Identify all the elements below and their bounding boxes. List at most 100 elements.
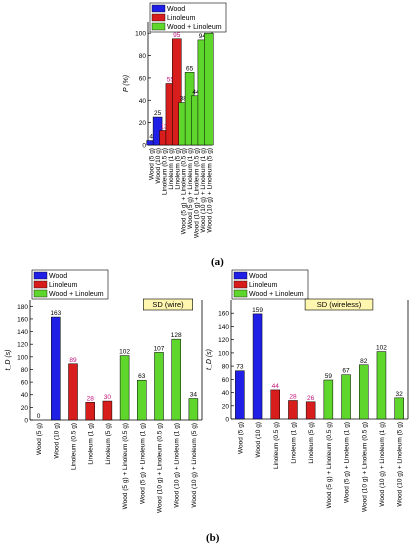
legend-entry: Wood xyxy=(167,6,185,13)
legend-swatch xyxy=(151,22,166,31)
data-label: 102 xyxy=(376,345,387,352)
legend: Wood Linoleum Wood + Linoleum xyxy=(149,2,227,33)
data-label: 13 xyxy=(160,123,168,130)
chart-tag: SD (wire) xyxy=(143,298,194,311)
x-tick-label: Wood (5 g) + Linoleum (1 g) xyxy=(139,423,146,504)
x-tick-label: Wood (10 g) + Linoleum (5 g) xyxy=(206,148,213,233)
x-tick-label: Wood (5 g) xyxy=(149,148,156,180)
y-tick-label: 120 xyxy=(17,342,28,349)
data-label: 25 xyxy=(154,110,162,117)
x-tick-label: Linoleum (1 g) xyxy=(168,148,175,190)
x-tick-label: Wood (10 g) xyxy=(53,423,60,459)
legend-swatch xyxy=(33,289,48,298)
y-axis-label: t_D (s) xyxy=(206,349,213,370)
legend: Wood Linoleum Wood + Linoleum xyxy=(231,269,309,300)
panel-label-b: (b) xyxy=(206,532,220,544)
x-tick-label: Wood (10 g) + Linoleum (0.5 g) xyxy=(194,148,201,238)
bar xyxy=(235,370,245,420)
y-tick-label: 100 xyxy=(17,354,28,361)
bar xyxy=(270,389,280,420)
x-tick-label: Wood (10 g) xyxy=(155,148,162,184)
x-tick-label: Wood (10 g) + Linoleum (0.5 g) xyxy=(361,422,368,512)
x-tick-label: Linoleum (5 g) xyxy=(174,148,181,190)
x-tick-label: Wood (5 g) xyxy=(237,422,244,454)
data-label: 44 xyxy=(272,383,280,390)
y-tick-label: 80 xyxy=(222,364,230,371)
bar xyxy=(288,400,298,420)
legend: Wood Linoleum Wood + Linoleum xyxy=(31,269,109,300)
x-tick-label: Wood (10 g) + Linoleum (0.5 g) xyxy=(157,423,164,513)
y-tick-label: 140 xyxy=(17,329,28,336)
y-tick-label: 60 xyxy=(21,380,29,387)
data-label: 107 xyxy=(154,345,165,352)
legend-swatch xyxy=(33,280,48,289)
bar xyxy=(119,355,130,421)
legend-entry: Wood xyxy=(49,273,67,280)
bar xyxy=(51,316,61,421)
x-tick-label: Wood (5 g) + Linoleum (0.5 g) xyxy=(181,148,188,234)
x-tick-label: Linoleum (0.5 g) xyxy=(273,422,280,469)
bar xyxy=(172,38,182,146)
bar xyxy=(394,397,404,420)
bar xyxy=(305,401,316,420)
data-label: 59 xyxy=(325,373,333,380)
y-tick-label: 180 xyxy=(17,304,28,311)
data-label: 26 xyxy=(307,395,315,402)
data-label: 65 xyxy=(186,65,194,72)
legend-swatch xyxy=(233,280,248,289)
y-tick-label: 80 xyxy=(139,53,147,60)
data-label: 128 xyxy=(171,332,182,339)
y-tick-label: 60 xyxy=(222,377,230,384)
y-tick-label: 140 xyxy=(218,324,229,331)
data-label: 28 xyxy=(289,393,297,400)
bar xyxy=(252,313,263,420)
data-label: 34 xyxy=(190,392,198,399)
x-tick-label: Wood (5 g) + Linoleum (1 g) xyxy=(344,422,351,503)
data-label: 159 xyxy=(252,307,263,314)
data-label: 102 xyxy=(119,349,130,356)
legend-entry: Wood + Linoleum xyxy=(49,291,104,298)
legend-entry: Wood + Linoleum xyxy=(167,24,222,31)
y-tick-label: 40 xyxy=(222,390,230,397)
chart-tag: SD (wireless) xyxy=(304,298,374,311)
x-tick-label: Wood (10 g) + Linoleum (5 g) xyxy=(191,423,198,508)
legend-swatch xyxy=(151,13,166,22)
x-tick-label: Wood (10 g) + Linoleum (1 g) xyxy=(200,148,207,233)
data-label: 73 xyxy=(236,364,244,371)
x-tick-label: Wood (10 g) + Linoleum (5 g) xyxy=(397,422,404,507)
chart-tag-box xyxy=(304,298,374,311)
data-label: 94 xyxy=(199,33,207,40)
bar xyxy=(323,379,334,420)
y-tick-label: 40 xyxy=(139,98,147,105)
data-label: 4 xyxy=(149,134,153,141)
legend-entry: Wood + Linoleum xyxy=(249,291,304,298)
y-tick-label: 100 xyxy=(135,31,146,38)
x-tick-label: Wood (5 g) + Linoleum (0.5 g) xyxy=(122,423,129,509)
chart-tag-label: SD (wireless) xyxy=(317,300,362,309)
x-tick-label: Linoleum (0.5 g) xyxy=(162,148,169,195)
y-tick-label: 20 xyxy=(21,405,29,412)
x-tick-label: Linoleum (5 g) xyxy=(308,422,315,464)
legend-swatch xyxy=(151,4,166,13)
y-tick-label: 100 xyxy=(218,350,229,357)
x-tick-label: Wood (10 g) + Linoleum (1 g) xyxy=(379,422,386,507)
x-tick-label: Wood (5 g) xyxy=(36,423,43,455)
x-tick-label: Wood (10 g) + Linoleum (1 g) xyxy=(174,423,181,508)
legend-swatch xyxy=(233,271,248,280)
bar xyxy=(68,363,78,421)
y-tick-label: 20 xyxy=(222,403,230,410)
x-tick-label: Linoleum (0.5 g) xyxy=(71,423,78,470)
y-tick-label: 160 xyxy=(218,311,229,318)
data-label: 0 xyxy=(37,413,41,420)
data-label: 82 xyxy=(360,358,368,365)
bar xyxy=(154,352,164,421)
legend-swatch xyxy=(33,271,48,280)
bar xyxy=(188,398,199,421)
x-tick-label: Linoleum (1 g) xyxy=(88,423,95,465)
x-tick-label: Wood (5 g) + Linoleum (1 g) xyxy=(187,148,194,229)
x-tick-label: Linoleum (5 g) xyxy=(105,423,112,465)
chart-tag-box xyxy=(143,298,194,311)
y-tick-label: 80 xyxy=(21,367,29,374)
y-axis-label: P (%) xyxy=(123,75,130,92)
data-label: 89 xyxy=(69,357,77,364)
